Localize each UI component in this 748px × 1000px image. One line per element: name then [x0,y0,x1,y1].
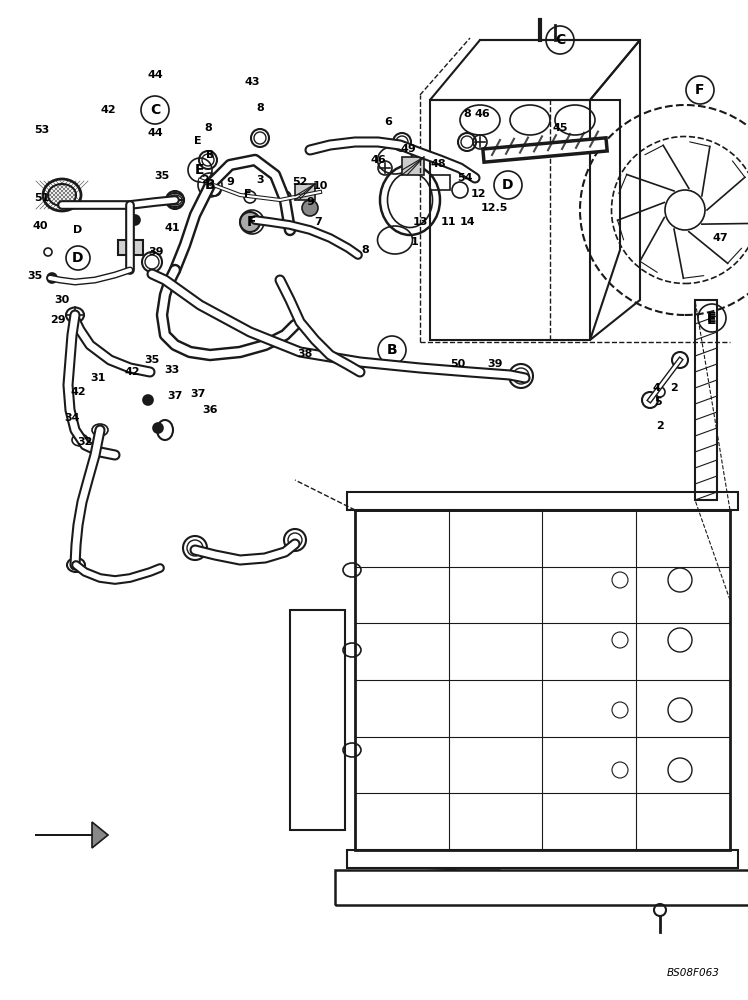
Text: 42: 42 [124,367,140,377]
Circle shape [153,423,163,433]
Bar [295,184,315,200]
Text: 45: 45 [552,123,568,133]
Text: 41: 41 [165,223,180,233]
Text: 49: 49 [400,144,416,154]
Text: 8: 8 [361,245,369,255]
Circle shape [240,212,260,232]
Text: 30: 30 [55,295,70,305]
Text: 5: 5 [654,397,662,407]
Text: F: F [695,83,705,97]
Bar [402,157,424,175]
Text: 42: 42 [100,105,116,115]
Text: 2: 2 [656,421,664,431]
Text: 8: 8 [256,103,264,113]
Text: 29: 29 [50,315,66,325]
Text: 6: 6 [384,117,392,127]
Text: 14: 14 [460,217,476,227]
Text: 47: 47 [712,233,728,243]
Circle shape [130,215,140,225]
Circle shape [47,273,57,283]
Text: 43: 43 [245,77,260,87]
Bar [430,175,450,190]
Text: 34: 34 [64,413,80,423]
Text: 54: 54 [457,173,473,183]
Bar [695,300,717,500]
Text: 12: 12 [470,189,485,199]
Text: E: E [194,136,202,146]
Text: 32: 32 [77,437,93,447]
Text: B: B [206,150,214,160]
Text: 11: 11 [441,217,456,227]
Bar [290,610,345,830]
Text: 51: 51 [34,193,49,203]
Text: 52: 52 [292,177,307,187]
Text: 4: 4 [652,383,660,393]
Circle shape [302,200,318,216]
Bar [355,510,730,850]
Text: 7: 7 [314,217,322,227]
Text: 10: 10 [313,181,328,191]
Text: 48: 48 [430,159,446,169]
Text: 9: 9 [226,177,234,187]
Bar [347,850,738,868]
Circle shape [143,395,153,405]
Text: F: F [245,189,252,199]
Text: 35: 35 [154,171,170,181]
Text: E: E [195,163,205,177]
Text: 39: 39 [148,247,164,257]
Bar [347,492,738,510]
Text: D: D [73,225,82,235]
Text: D: D [502,178,514,192]
Text: 35: 35 [28,271,43,281]
Bar [335,870,748,905]
Text: 40: 40 [32,221,48,231]
Text: C: C [150,103,160,117]
Text: 53: 53 [34,125,49,135]
Text: 12.5: 12.5 [480,203,508,213]
Text: 44: 44 [147,70,163,80]
Text: 36: 36 [202,405,218,415]
Text: D: D [73,251,84,265]
Text: 39: 39 [487,359,503,369]
Text: 37: 37 [190,389,206,399]
Text: E: E [708,313,717,327]
Text: E: E [708,311,717,325]
Text: 44: 44 [147,128,163,138]
Text: 2: 2 [201,175,209,185]
Text: C: C [555,33,565,47]
Polygon shape [35,822,108,848]
Text: 8: 8 [463,109,471,119]
Text: 46: 46 [370,155,386,165]
Text: F: F [248,215,257,229]
Text: 2: 2 [670,383,678,393]
Text: B: B [205,178,215,192]
Bar [118,240,143,255]
Text: 9: 9 [306,197,314,207]
Text: 37: 37 [168,391,183,401]
Text: 3: 3 [256,175,264,185]
Text: 50: 50 [450,359,465,369]
Text: 42: 42 [70,387,86,397]
Text: BS08F063: BS08F063 [667,968,720,978]
Text: 8: 8 [204,123,212,133]
Text: 35: 35 [144,355,159,365]
Text: 46: 46 [474,109,490,119]
Text: 13: 13 [412,217,428,227]
Text: 38: 38 [297,349,313,359]
Text: B: B [387,343,397,357]
Text: 31: 31 [91,373,105,383]
Text: 1: 1 [411,237,419,247]
Text: 33: 33 [165,365,180,375]
